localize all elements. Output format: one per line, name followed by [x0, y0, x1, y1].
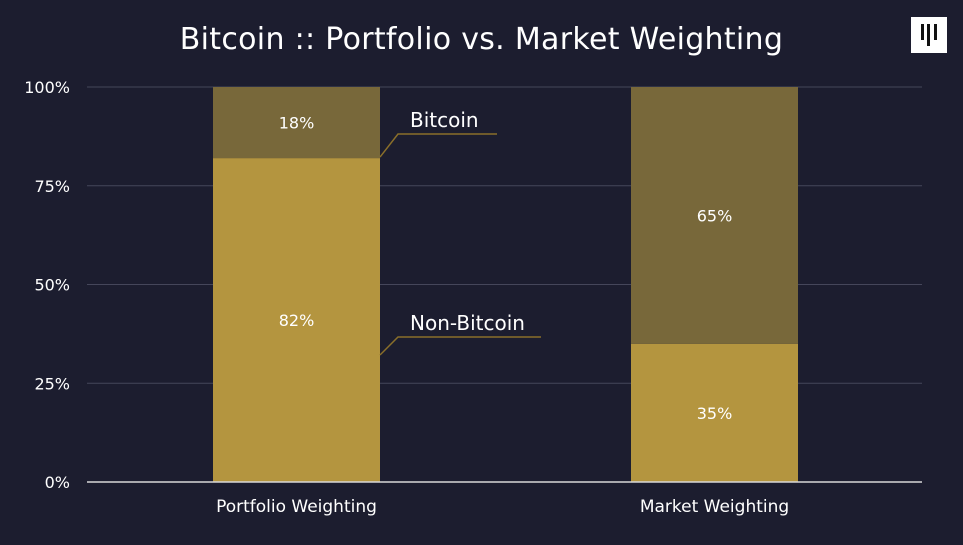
data-label: 65%: [697, 206, 733, 225]
legend-callout-line: [379, 336, 541, 356]
x-tick-label: Portfolio Weighting: [216, 497, 377, 517]
brand-logo-icon: [911, 17, 947, 53]
bar-segment-bitcoin: [631, 87, 798, 344]
data-label: 18%: [279, 114, 315, 133]
x-tick-label: Market Weighting: [640, 497, 789, 517]
y-tick-label: 25%: [34, 374, 70, 393]
bar-segment-non-bitcoin: [213, 158, 380, 482]
chart-title: Bitcoin :: Portfolio vs. Market Weightin…: [179, 22, 784, 57]
y-tick-label: 100%: [24, 78, 70, 97]
data-label: 35%: [697, 404, 733, 423]
bar-segment-non-bitcoin: [631, 343, 798, 482]
legend-callout-line: [379, 133, 497, 158]
y-tick-label: 75%: [34, 177, 70, 196]
y-tick-label: 50%: [34, 276, 70, 295]
legend-label-bitcoin: Bitcoin: [410, 108, 479, 132]
data-label: 82%: [279, 311, 315, 330]
y-tick-label: 0%: [45, 473, 70, 492]
bar-segment-bitcoin: [213, 87, 380, 159]
legend-label-non-bitcoin: Non-Bitcoin: [410, 311, 525, 335]
